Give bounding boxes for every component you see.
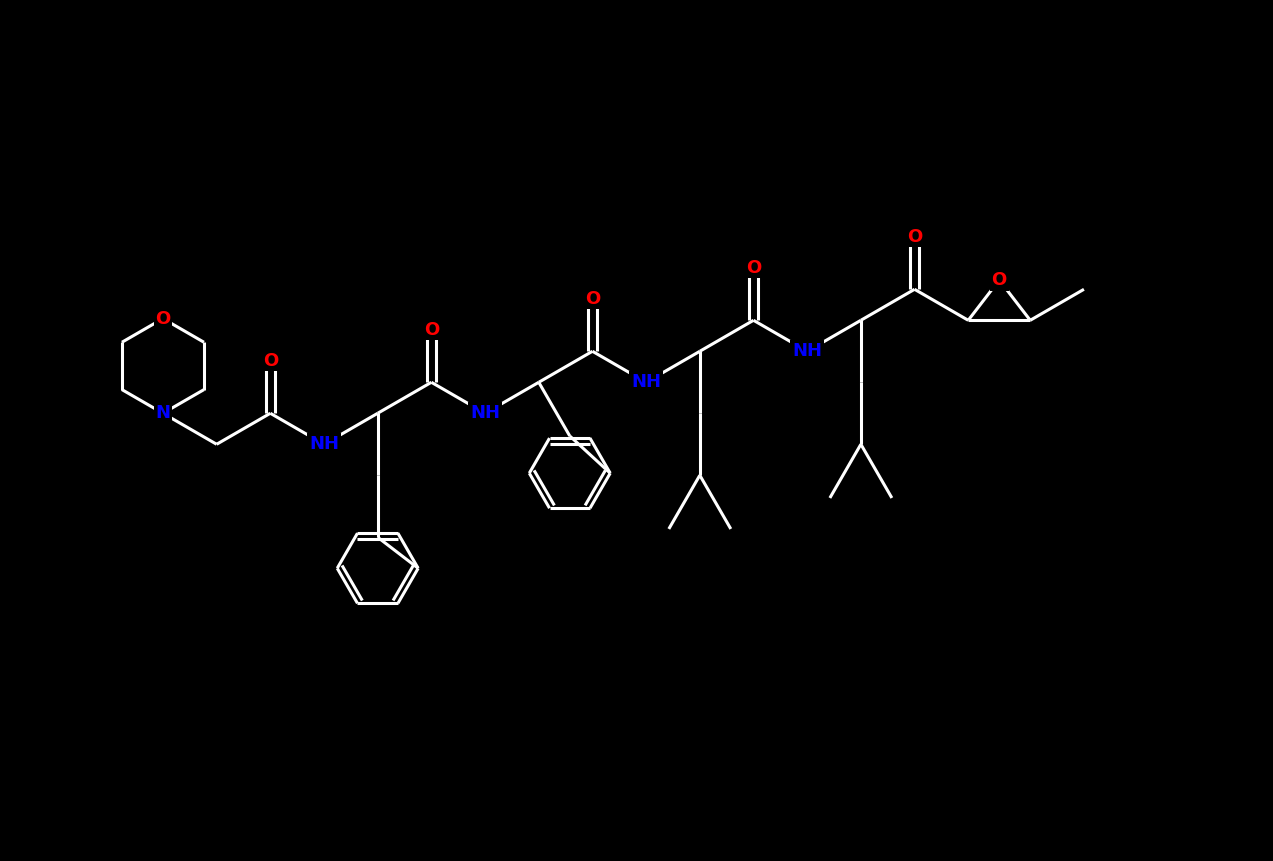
Text: O: O [746, 258, 761, 276]
Text: NH: NH [631, 374, 661, 391]
Text: NH: NH [309, 436, 339, 453]
Text: N: N [155, 405, 171, 422]
Text: O: O [424, 320, 439, 338]
Text: O: O [906, 227, 922, 245]
Text: O: O [992, 271, 1007, 289]
Text: NH: NH [792, 343, 822, 360]
Text: NH: NH [470, 405, 500, 422]
Text: O: O [262, 351, 278, 369]
Text: O: O [155, 310, 171, 327]
Text: O: O [584, 289, 600, 307]
